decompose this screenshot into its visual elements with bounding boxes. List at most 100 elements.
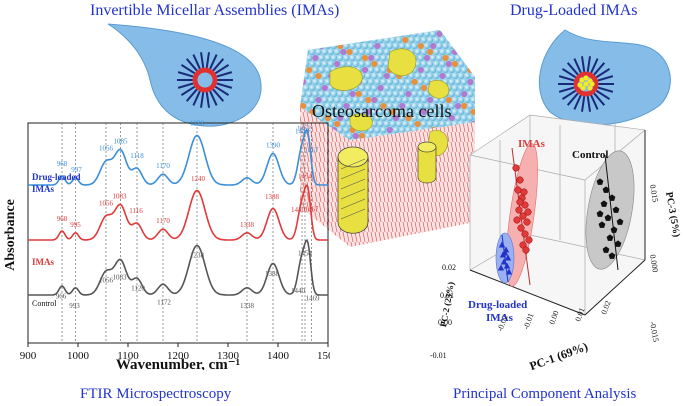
ftir-peak-label: 1172: [157, 298, 171, 306]
membrane-sphere: [330, 54, 338, 62]
membrane-sphere: [327, 120, 335, 128]
membrane-sphere: [386, 126, 393, 134]
membrane-sphere: [330, 90, 338, 98]
micelle-tail: [561, 88, 579, 100]
membrane-sphere: [405, 30, 412, 38]
pca-point-imas: [523, 218, 531, 226]
membrane-sphere: [386, 78, 393, 86]
ftir-peak-label: 1440: [291, 206, 306, 214]
membrane-sphere: [467, 54, 474, 62]
membrane-sphere: [451, 30, 459, 32]
membrane-sphere: [300, 30, 307, 38]
membrane-sphere: [436, 30, 443, 38]
membrane-sphere: [458, 96, 465, 104]
membrane-sphere: [464, 48, 471, 56]
membrane-sphere: [377, 120, 384, 128]
membrane-sphere: [312, 66, 319, 74]
membrane-sphere: [414, 72, 421, 80]
membrane-sphere: [423, 102, 431, 110]
membrane-sphere: [433, 60, 440, 68]
membrane-sphere: [355, 90, 362, 98]
membrane-sphere: [458, 60, 465, 68]
membrane-sphere: [327, 30, 335, 32]
osteosarcoma-cell-model: [300, 25, 480, 247]
membrane-sphere: [355, 54, 362, 62]
ftir-peak-label: 997: [71, 166, 82, 174]
membrane-sphere: [386, 90, 393, 98]
membrane-sphere: [454, 102, 462, 110]
membrane-sphere: [439, 72, 446, 80]
pca-y-tick-label: -0.01: [430, 351, 447, 360]
membrane-sphere: [303, 36, 310, 44]
membrane-sphere: [448, 66, 455, 74]
membrane-sphere: [430, 54, 437, 62]
micelle-head: [592, 78, 599, 84]
membrane-sphere: [306, 66, 313, 74]
membrane-sphere: [371, 120, 378, 128]
membrane-sphere: [451, 72, 459, 80]
membrane-sphere: [343, 114, 350, 122]
membrane-sphere: [442, 42, 449, 50]
membrane-sphere: [380, 90, 387, 98]
pca-x-tick-label: 0.02: [599, 299, 612, 315]
ftir-peak-label: 1238: [190, 252, 205, 260]
membrane-sphere: [470, 72, 475, 80]
membrane-sphere: [321, 48, 328, 56]
membrane-sphere: [461, 90, 468, 98]
membrane-sphere: [389, 96, 397, 104]
membrane-sphere: [470, 96, 475, 104]
ftir-peak-label: 1118: [130, 152, 144, 160]
membrane-sphere: [383, 72, 390, 80]
membrane-sphere: [318, 114, 325, 122]
membrane-sphere: [340, 96, 347, 104]
membrane-sphere: [380, 54, 387, 62]
membrane-sphere: [461, 54, 468, 62]
pca-point-control: [616, 218, 624, 225]
membrane-sphere: [352, 60, 359, 68]
membrane-sphere: [436, 102, 443, 110]
membrane-sphere: [389, 108, 397, 116]
membrane-sphere: [430, 102, 437, 110]
membrane-sphere: [377, 84, 384, 92]
pca-point-imas: [513, 216, 521, 224]
membrane-sphere: [361, 102, 369, 110]
ftir-peak-label: 1467: [305, 146, 320, 154]
membrane-sphere: [470, 84, 475, 92]
membrane-sphere: [386, 102, 393, 110]
membrane-sphere: [371, 96, 378, 104]
membrane-sphere: [399, 90, 406, 98]
pca-point-imas: [521, 230, 529, 238]
ftir-peak-label: 1388: [265, 193, 280, 201]
membrane-sphere: [477, 25, 480, 31]
membrane-sphere: [451, 60, 459, 68]
membrane-sphere: [464, 108, 471, 116]
membrane-sphere: [303, 60, 310, 68]
membrane-sphere: [473, 54, 475, 62]
membrane-sphere: [448, 90, 455, 98]
ftir-y-axis-label: Absorbance: [3, 199, 18, 271]
membrane-sphere: [470, 36, 475, 44]
membrane-sphere: [439, 108, 446, 116]
micelle-tail: [208, 88, 218, 106]
pca-point-control: [596, 178, 604, 185]
membrane-sphere: [445, 30, 452, 32]
membrane-sphere: [451, 96, 459, 104]
membrane-sphere: [309, 108, 316, 116]
membrane-sphere: [427, 48, 434, 56]
drug-particle: [583, 75, 589, 81]
membrane-sphere: [380, 102, 387, 110]
pca-point-imas: [516, 176, 524, 184]
membrane-sphere: [430, 30, 437, 38]
membrane-sphere: [371, 84, 378, 92]
membrane-sphere: [318, 30, 325, 38]
micelle-tail: [558, 85, 577, 93]
pca-x-axis-label: PC-1 (69%): [528, 339, 590, 370]
membrane-sphere: [417, 90, 424, 98]
membrane-sphere: [477, 97, 480, 103]
membrane-sphere: [315, 96, 322, 104]
membrane-sphere: [392, 126, 400, 134]
membrane-sphere: [312, 102, 319, 110]
membrane-sphere: [380, 114, 387, 122]
membrane-sphere: [346, 60, 353, 68]
membrane-sphere: [334, 36, 341, 44]
